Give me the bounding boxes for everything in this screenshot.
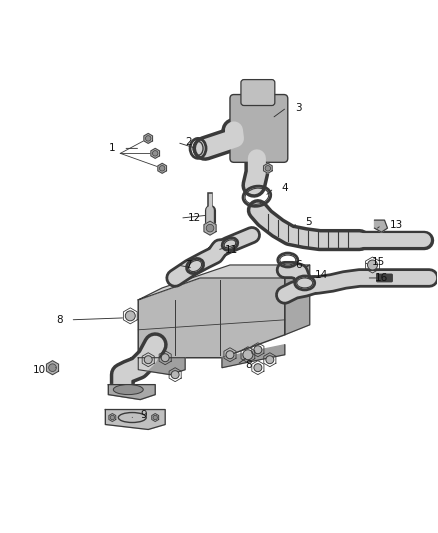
- Circle shape: [161, 354, 169, 362]
- Polygon shape: [285, 265, 310, 335]
- Text: 14: 14: [314, 270, 328, 280]
- Text: 12: 12: [188, 213, 201, 223]
- Text: 8: 8: [56, 315, 63, 325]
- Polygon shape: [138, 265, 310, 300]
- Circle shape: [226, 351, 234, 359]
- Circle shape: [265, 166, 271, 171]
- Polygon shape: [204, 221, 216, 235]
- Circle shape: [49, 364, 57, 372]
- Text: 1: 1: [109, 143, 115, 154]
- FancyBboxPatch shape: [241, 79, 275, 106]
- Text: 13: 13: [389, 220, 403, 230]
- Polygon shape: [106, 409, 165, 430]
- Text: 10: 10: [32, 365, 46, 375]
- Circle shape: [206, 224, 214, 232]
- Polygon shape: [264, 163, 272, 173]
- Polygon shape: [151, 148, 159, 158]
- Circle shape: [144, 356, 152, 364]
- Polygon shape: [138, 358, 185, 375]
- Text: 11: 11: [225, 245, 238, 255]
- Circle shape: [152, 151, 158, 156]
- Text: 2: 2: [185, 138, 192, 148]
- Circle shape: [153, 415, 157, 419]
- FancyBboxPatch shape: [377, 274, 392, 282]
- Text: 8: 8: [245, 360, 251, 370]
- Text: 15: 15: [371, 257, 385, 267]
- Text: 4: 4: [282, 183, 289, 193]
- Text: 9: 9: [140, 409, 147, 419]
- Polygon shape: [138, 278, 285, 358]
- Polygon shape: [158, 163, 166, 173]
- Circle shape: [243, 350, 253, 360]
- Circle shape: [110, 415, 114, 419]
- Circle shape: [254, 346, 262, 354]
- Polygon shape: [144, 133, 152, 143]
- Polygon shape: [108, 385, 155, 400]
- Text: 16: 16: [374, 273, 388, 283]
- Circle shape: [159, 166, 165, 171]
- Circle shape: [125, 311, 135, 321]
- Polygon shape: [46, 361, 59, 375]
- Circle shape: [266, 356, 274, 364]
- Polygon shape: [374, 220, 388, 232]
- Circle shape: [145, 136, 151, 141]
- FancyBboxPatch shape: [230, 94, 288, 163]
- Ellipse shape: [113, 385, 143, 394]
- Polygon shape: [152, 414, 159, 422]
- Text: 6: 6: [295, 260, 301, 270]
- Text: 5: 5: [305, 217, 311, 227]
- Circle shape: [254, 364, 262, 372]
- Text: 3: 3: [295, 102, 301, 112]
- Text: 7: 7: [185, 260, 192, 270]
- Circle shape: [171, 370, 179, 378]
- Circle shape: [367, 260, 378, 270]
- Polygon shape: [222, 345, 285, 368]
- Polygon shape: [109, 414, 116, 422]
